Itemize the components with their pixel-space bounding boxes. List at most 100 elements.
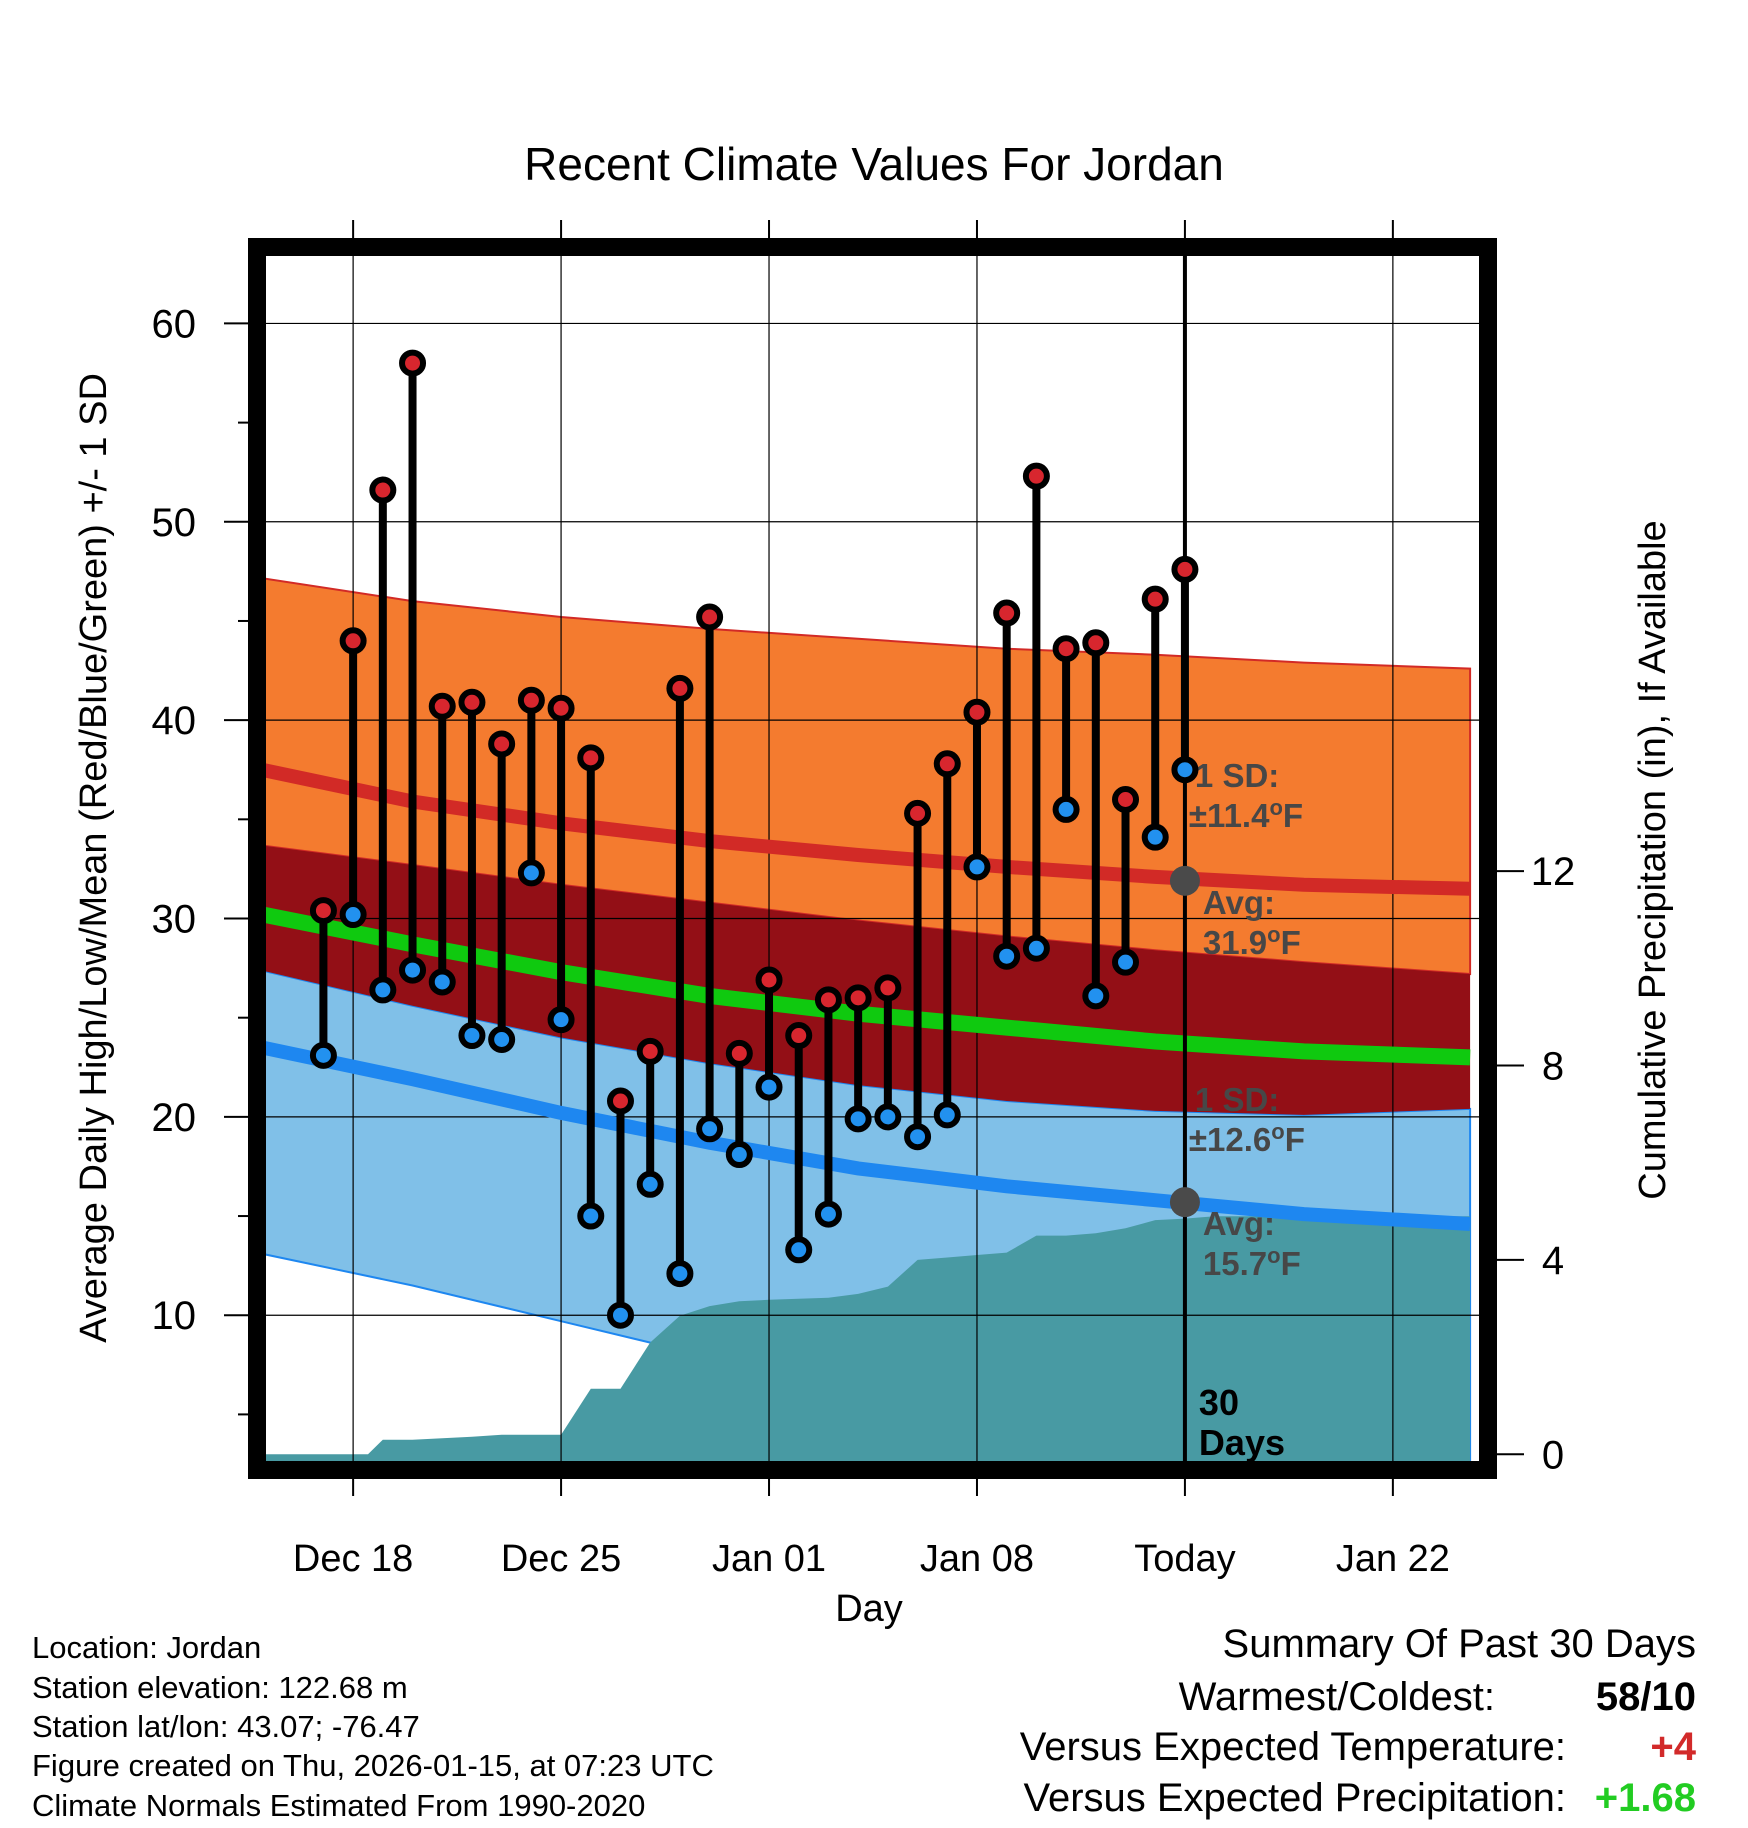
x-tick-label: Dec 25 — [501, 1538, 621, 1580]
daily-high-point — [399, 349, 427, 377]
daily-low-point — [1022, 934, 1050, 962]
warm-cold-value: 58/10 — [1595, 1675, 1696, 1719]
daily-high-point — [993, 599, 1021, 627]
daily-high-point — [636, 1037, 664, 1065]
daily-high-point — [755, 966, 783, 994]
daily-low-point — [577, 1202, 605, 1230]
daily-low-point — [369, 976, 397, 1004]
high-annot-avg-value: 31.9oF — [1203, 922, 1301, 961]
y-tick-label: 60 — [152, 302, 197, 346]
warm-cold-label: Warmest/Coldest: — [1178, 1675, 1495, 1719]
x-tick-label: Dec 18 — [293, 1538, 413, 1580]
footer-elevation: Station elevation: 122.68 m — [32, 1670, 408, 1705]
daily-low-point — [458, 1022, 486, 1050]
daily-low-point — [309, 1041, 337, 1069]
daily-high-point — [904, 799, 932, 827]
y-axis-label: Average Daily High/Low/Mean (Red/Blue/Gr… — [73, 373, 115, 1343]
daily-low-point — [547, 1006, 575, 1034]
x-tick-label: Jan 22 — [1336, 1538, 1450, 1580]
daily-high-point — [696, 603, 724, 631]
y-tick-label: 20 — [152, 1096, 197, 1140]
daily-low-point — [814, 1200, 842, 1228]
daily-low-point — [725, 1141, 753, 1169]
high-annot-avg-label: Avg: — [1203, 884, 1275, 921]
high-annot-sd-value: ±11.4oF — [1189, 795, 1303, 834]
footer-location: Location: Jordan — [32, 1630, 262, 1665]
today-days-number: 30 — [1199, 1382, 1239, 1423]
precip-versus-label: Versus Expected Precipitation: — [1023, 1776, 1566, 1820]
y2-tick-label: 4 — [1542, 1239, 1564, 1283]
climate-chart: Recent Climate Values For Jordan 1 SD:±1… — [73, 138, 1674, 1630]
daily-high-point — [606, 1087, 634, 1115]
x-tick-label: Jan 01 — [712, 1538, 826, 1580]
plot-frame — [248, 238, 1497, 1479]
x-axis-label: Day — [835, 1588, 903, 1630]
daily-low-point — [755, 1073, 783, 1101]
low-annot-avg-value: 15.7oF — [1203, 1243, 1301, 1282]
daily-low-point — [993, 942, 1021, 970]
footer-normals: Climate Normals Estimated From 1990-2020 — [32, 1788, 646, 1823]
daily-low-point — [1171, 756, 1199, 784]
daily-high-point — [517, 686, 545, 714]
daily-high-point — [874, 974, 902, 1002]
y2-tick-label: 8 — [1542, 1045, 1564, 1089]
daily-high-point — [577, 744, 605, 772]
daily-low-point — [844, 1105, 872, 1133]
daily-high-point — [1141, 585, 1169, 613]
daily-high-point — [339, 627, 367, 655]
daily-low-point — [933, 1101, 961, 1129]
low-annot-sd-label: 1 SD: — [1195, 1081, 1279, 1118]
daily-low-point — [785, 1236, 813, 1264]
normal-high-line — [264, 763, 1471, 896]
daily-high-point — [814, 986, 842, 1014]
low-annot-avg-label: Avg: — [1203, 1205, 1275, 1242]
daily-low-point — [696, 1115, 724, 1143]
daily-low-point — [1052, 795, 1080, 823]
y-tick-label: 10 — [152, 1294, 197, 1338]
x-tick-label: Jan 08 — [920, 1538, 1034, 1580]
daily-high-point — [428, 692, 456, 720]
low-annot-avg-marker — [1169, 1187, 1200, 1218]
daily-low-point — [1082, 982, 1110, 1010]
daily-low-point — [606, 1301, 634, 1329]
daily-high-point — [458, 688, 486, 716]
daily-high-point — [844, 984, 872, 1012]
daily-high-point — [1112, 785, 1140, 813]
daily-high-point — [785, 1022, 813, 1050]
daily-high-point — [547, 694, 575, 722]
daily-low-point — [963, 853, 991, 881]
daily-high-point — [488, 730, 516, 758]
daily-high-point — [1171, 555, 1199, 583]
daily-high-point — [1082, 629, 1110, 657]
daily-low-point — [1141, 823, 1169, 851]
temp-versus-value: +4 — [1650, 1725, 1696, 1769]
daily-low-point — [428, 968, 456, 996]
daily-low-point — [874, 1103, 902, 1131]
daily-high-point — [309, 897, 337, 925]
footer-latlon: Station lat/lon: 43.07; -76.47 — [32, 1709, 420, 1744]
y-tick-label: 50 — [152, 501, 197, 545]
daily-high-point — [1022, 462, 1050, 490]
daily-high-point — [933, 750, 961, 778]
high-annot-avg-marker — [1169, 865, 1200, 896]
y2-tick-label: 12 — [1531, 850, 1576, 894]
daily-low-point — [636, 1170, 664, 1198]
precip-versus-value: +1.68 — [1594, 1776, 1696, 1820]
daily-high-point — [1052, 635, 1080, 663]
y2-axis-label: Cumulative Precipitation (in), If Availa… — [1632, 520, 1674, 1199]
daily-low-point — [517, 859, 545, 887]
high-annot-sd-label: 1 SD: — [1195, 757, 1279, 794]
daily-low-point — [1112, 948, 1140, 976]
footer-created: Figure created on Thu, 2026-01-15, at 07… — [32, 1748, 714, 1783]
daily-low-point — [666, 1260, 694, 1288]
daily-high-point — [369, 476, 397, 504]
temp-versus-label: Versus Expected Temperature: — [1019, 1725, 1566, 1769]
daily-high-point — [963, 698, 991, 726]
low-annot-sd-value: ±12.6oF — [1189, 1119, 1305, 1158]
today-days-label: Days — [1199, 1422, 1285, 1463]
daily-low-point — [904, 1123, 932, 1151]
daily-low-point — [399, 956, 427, 984]
daily-low-point — [339, 901, 367, 929]
x-tick-label: Today — [1134, 1538, 1235, 1580]
y2-tick-label: 0 — [1542, 1433, 1564, 1477]
